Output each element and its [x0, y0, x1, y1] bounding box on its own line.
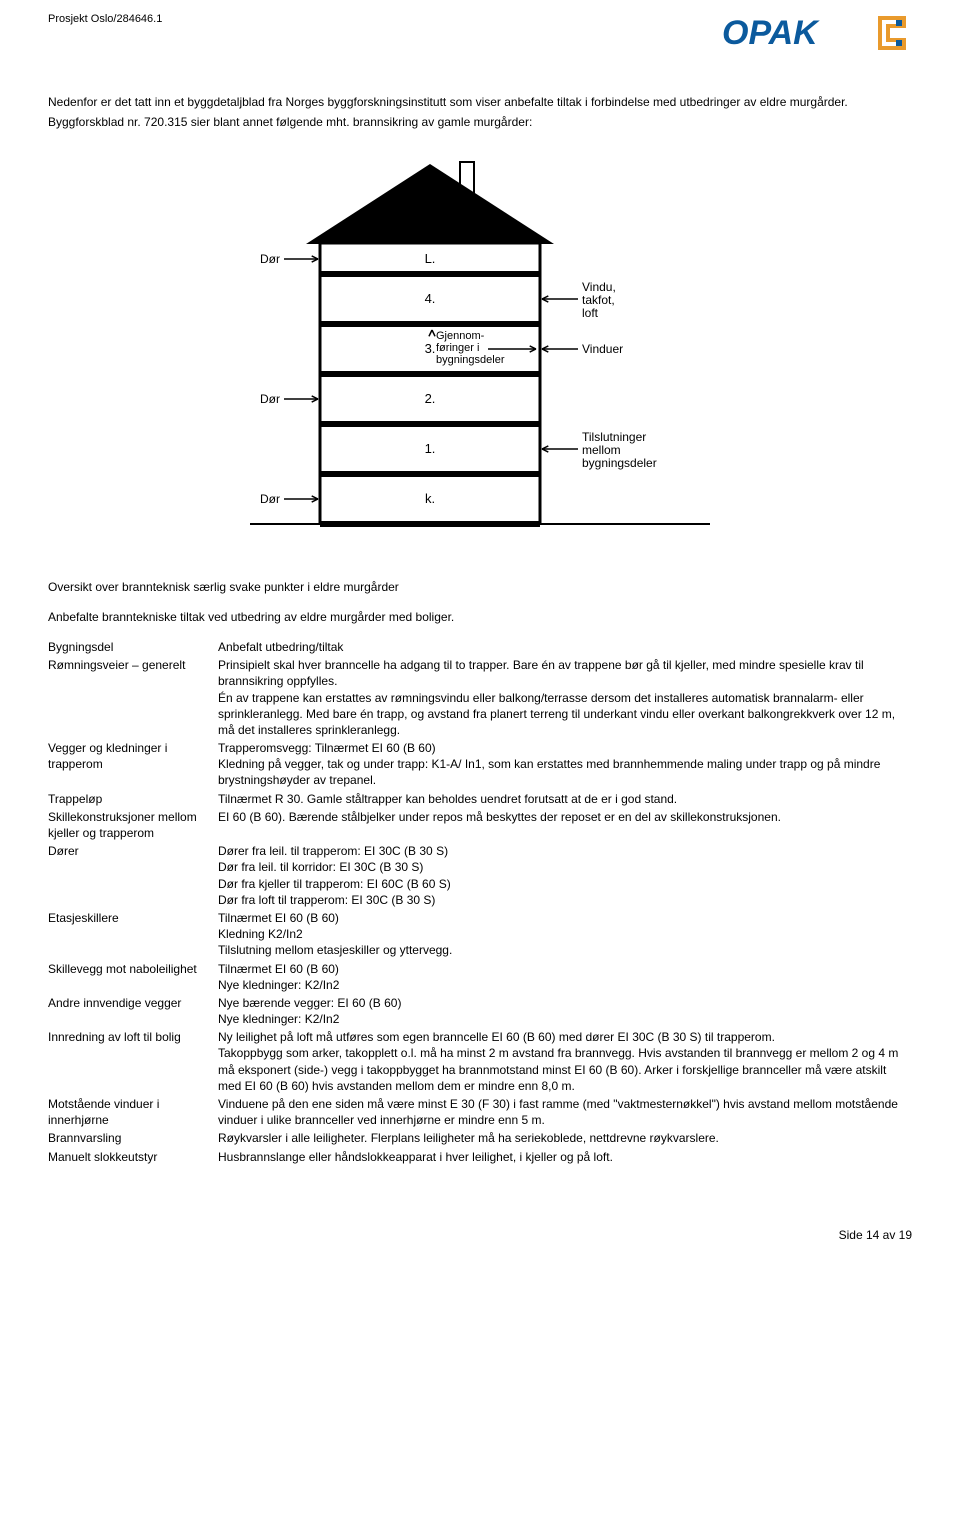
opak-logo: OPAK [722, 12, 912, 54]
row-label: Etasjeskillere [48, 910, 218, 961]
svg-text:3.: 3. [425, 341, 436, 356]
svg-text:bygningsdeler: bygningsdeler [582, 456, 657, 470]
row-label: Manuelt slokkeutstyr [48, 1149, 218, 1167]
row-value: Tilnærmet R 30. Gamle ståltrapper kan be… [218, 791, 912, 809]
svg-text:bygningsdeler: bygningsdeler [436, 354, 505, 366]
measures-table: BygningsdelAnbefalt utbedring/tiltakRømn… [48, 639, 912, 1167]
row-label: Andre innvendige vegger [48, 995, 218, 1029]
row-value: Dører fra leil. til trapperom: EI 30C (B… [218, 843, 912, 910]
svg-text:føringer i: føringer i [436, 342, 479, 354]
project-label: Prosjekt Oslo/284646.1 [48, 12, 162, 27]
table-header-right: Anbefalt utbedring/tiltak [218, 639, 912, 657]
svg-text:Dør: Dør [260, 392, 280, 406]
row-label: Brannvarsling [48, 1130, 218, 1148]
svg-text:Dør: Dør [260, 492, 280, 506]
row-label: Skillevegg mot naboleilighet [48, 961, 218, 995]
building-diagram: L. 4. 3. 2. 1. k. Dør Dør Dør Vindu,takfot,loft Vi… [48, 144, 912, 548]
table-row: Innredning av loft til boligNy leilighet… [48, 1029, 912, 1096]
row-value: Prinsipielt skal hver branncelle ha adga… [218, 657, 912, 740]
row-value: Vinduene på den ene siden må være minst … [218, 1096, 912, 1130]
page-header: Prosjekt Oslo/284646.1 OPAK [48, 12, 912, 54]
svg-text:takfot,: takfot, [582, 293, 615, 307]
table-row: Manuelt slokkeutstyrHusbrannslange eller… [48, 1149, 912, 1167]
row-value: Røykvarsler i alle leiligheter. Flerplan… [218, 1130, 912, 1148]
row-value: Ny leilighet på loft må utføres som egen… [218, 1029, 912, 1096]
intro-p2: Byggforskblad nr. 720.315 sier blant ann… [48, 114, 912, 130]
table-row: TrappeløpTilnærmet R 30. Gamle ståltrapp… [48, 791, 912, 809]
row-label: Skillekonstruksjoner mellom kjeller og t… [48, 809, 218, 843]
svg-text:2.: 2. [425, 391, 436, 406]
diagram-subcaption: Anbefalte branntekniske tiltak ved utbed… [48, 609, 912, 625]
table-row: BrannvarslingRøykvarsler i alle leilighe… [48, 1130, 912, 1148]
row-label: Motstående vinduer i innerhjørne [48, 1096, 218, 1130]
svg-text:Dør: Dør [260, 252, 280, 266]
building-diagram-svg: L. 4. 3. 2. 1. k. Dør Dør Dør Vindu,takfot,loft Vi… [250, 144, 710, 544]
svg-text:Vinduer: Vinduer [582, 342, 623, 356]
table-row: Vegger og kledninger i trapperomTrappero… [48, 740, 912, 791]
row-label: Vegger og kledninger i trapperom [48, 740, 218, 791]
svg-text:mellom: mellom [582, 443, 621, 457]
table-row: Skillevegg mot naboleilighetTilnærmet EI… [48, 961, 912, 995]
svg-text:OPAK: OPAK [722, 14, 820, 52]
svg-text:Gjennom-: Gjennom- [436, 330, 485, 342]
svg-text:Tilslutninger: Tilslutninger [582, 430, 646, 444]
page-footer: Side 14 av 19 [48, 1227, 912, 1243]
row-value: Husbrannslange eller håndslokkeapparat i… [218, 1149, 912, 1167]
table-row: EtasjeskillereTilnærmet EI 60 (B 60)Kled… [48, 910, 912, 961]
row-value: Trapperomsvegg: Tilnærmet EI 60 (B 60)Kl… [218, 740, 912, 791]
opak-logo-svg: OPAK [722, 12, 912, 54]
svg-text:4.: 4. [425, 291, 436, 306]
intro-p1: Nedenfor er det tatt inn et byggdetaljbl… [48, 94, 912, 110]
row-value: Nye bærende vegger: EI 60 (B 60)Nye kled… [218, 995, 912, 1029]
svg-text:Vindu,: Vindu, [582, 280, 616, 294]
row-value: Tilnærmet EI 60 (B 60)Kledning K2/In2Til… [218, 910, 912, 961]
svg-text:L.: L. [425, 251, 436, 266]
table-row: DørerDører fra leil. til trapperom: EI 3… [48, 843, 912, 910]
diagram-caption: Oversikt over brannteknisk særlig svake … [48, 579, 912, 595]
row-label: Rømningsveier – generelt [48, 657, 218, 740]
intro-block: Nedenfor er det tatt inn et byggdetaljbl… [48, 94, 912, 130]
row-label: Trappeløp [48, 791, 218, 809]
row-label: Dører [48, 843, 218, 910]
row-value: EI 60 (B 60). Bærende stålbjelker under … [218, 809, 912, 843]
table-row: Skillekonstruksjoner mellom kjeller og t… [48, 809, 912, 843]
table-row: Andre innvendige veggerNye bærende vegge… [48, 995, 912, 1029]
row-value: Tilnærmet EI 60 (B 60)Nye kledninger: K2… [218, 961, 912, 995]
svg-text:loft: loft [582, 306, 599, 320]
row-label: Innredning av loft til bolig [48, 1029, 218, 1096]
table-header-left: Bygningsdel [48, 639, 218, 657]
table-row: Motstående vinduer i innerhjørneVinduene… [48, 1096, 912, 1130]
svg-text:1.: 1. [425, 441, 436, 456]
svg-text:k.: k. [425, 491, 435, 506]
table-row: Rømningsveier – genereltPrinsipielt skal… [48, 657, 912, 740]
